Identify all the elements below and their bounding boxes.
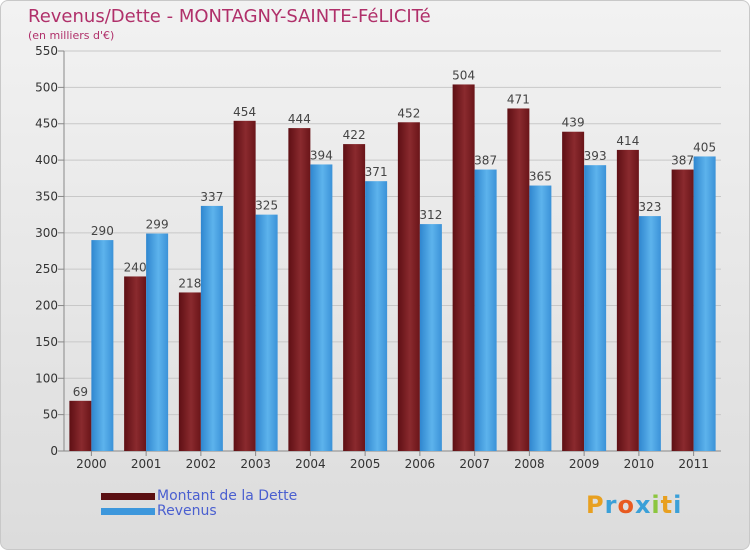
bar-debt-2008 xyxy=(507,108,530,452)
y-tick-label: 350 xyxy=(35,189,58,203)
bar-revenue-2008 xyxy=(529,185,552,451)
data-label-debt-2003: 454 xyxy=(233,105,256,119)
bar-revenue-2002 xyxy=(200,205,223,451)
data-label-debt-2010: 414 xyxy=(616,134,639,148)
data-label-debt-2011: 387 xyxy=(671,154,694,168)
data-label-revenue-2000: 290 xyxy=(91,224,114,238)
chart-title: Revenus/Dette - MONTAGNY-SAINTE-FéLICITé xyxy=(28,6,431,27)
data-label-revenue-2007: 387 xyxy=(474,154,497,168)
bar-debt-2004 xyxy=(288,128,311,451)
bar-revenue-2006 xyxy=(419,224,442,451)
x-tick-label-2007: 2007 xyxy=(459,457,490,471)
legend-item-revenue: Revenus xyxy=(101,503,217,519)
data-label-revenue-2003: 325 xyxy=(255,199,278,213)
x-tick-label-2000: 2000 xyxy=(76,457,107,471)
data-label-debt-2009: 439 xyxy=(562,116,585,130)
data-label-revenue-2002: 337 xyxy=(200,190,223,204)
bar-debt-2007 xyxy=(452,84,475,452)
x-tick-label-2005: 2005 xyxy=(350,457,381,471)
legend-label-debt: Montant de la Dette xyxy=(157,488,298,504)
data-label-debt-2001: 240 xyxy=(124,260,147,274)
data-label-debt-2008: 471 xyxy=(507,92,530,106)
bar-revenue-2007 xyxy=(474,169,497,451)
x-tick-label-2008: 2008 xyxy=(514,457,545,471)
data-label-revenue-2006: 312 xyxy=(419,208,442,222)
bar-debt-2011 xyxy=(671,169,694,451)
x-tick-label-2010: 2010 xyxy=(624,457,655,471)
y-tick-label: 50 xyxy=(43,408,58,422)
data-label-debt-2000: 69 xyxy=(73,385,88,399)
x-tick-label-2011: 2011 xyxy=(678,457,709,471)
logo-letter: x xyxy=(634,491,652,519)
bar-revenue-2000 xyxy=(91,240,114,451)
bar-revenue-2001 xyxy=(146,233,169,451)
y-tick-label: 150 xyxy=(35,335,58,349)
data-label-debt-2006: 452 xyxy=(397,106,420,120)
logo-letter: r xyxy=(604,491,618,519)
y-tick-label: 200 xyxy=(35,299,58,313)
data-label-revenue-2009: 393 xyxy=(584,149,607,163)
logo-letter: o xyxy=(617,491,635,519)
legend-item-debt: Montant de la Dette xyxy=(101,488,297,504)
bar-debt-2002 xyxy=(178,292,201,451)
x-tick-label-2001: 2001 xyxy=(131,457,162,471)
data-label-debt-2005: 422 xyxy=(343,128,366,142)
logo-letter: i xyxy=(651,491,661,519)
x-tick-label-2004: 2004 xyxy=(295,457,326,471)
data-label-revenue-2010: 323 xyxy=(638,200,661,214)
data-label-revenue-2008: 365 xyxy=(529,170,552,184)
data-label-revenue-2004: 394 xyxy=(310,148,333,162)
bar-debt-2009 xyxy=(562,131,585,451)
bar-debt-2005 xyxy=(343,144,366,451)
data-label-debt-2007: 504 xyxy=(452,68,475,82)
logo-letter: P xyxy=(586,491,605,519)
data-label-revenue-2011: 405 xyxy=(693,140,716,154)
data-label-debt-2004: 444 xyxy=(288,112,311,126)
bar-revenue-2003 xyxy=(255,214,278,451)
y-tick-label: 500 xyxy=(35,80,58,94)
bar-revenue-2005 xyxy=(365,181,388,451)
legend-swatch-debt xyxy=(101,492,155,500)
bar-debt-2010 xyxy=(616,149,639,451)
y-tick-label: 250 xyxy=(35,262,58,276)
bar-revenue-2011 xyxy=(693,156,716,452)
x-tick-label-2003: 2003 xyxy=(240,457,271,471)
y-tick-label: 0 xyxy=(50,444,58,458)
bar-revenue-2004 xyxy=(310,164,333,452)
chart-subtitle: (en milliers d'€) xyxy=(28,29,115,42)
data-label-revenue-2005: 371 xyxy=(365,165,388,179)
y-tick-label: 100 xyxy=(35,371,58,385)
legend-swatch-revenue xyxy=(101,507,155,515)
y-tick-label: 400 xyxy=(35,153,58,167)
y-tick-label: 300 xyxy=(35,226,58,240)
y-tick-label: 550 xyxy=(35,44,58,58)
bar-debt-2001 xyxy=(124,276,147,451)
data-label-revenue-2001: 299 xyxy=(146,218,169,232)
bar-revenue-2010 xyxy=(638,216,661,451)
bar-debt-2006 xyxy=(397,122,420,451)
legend-label-revenue: Revenus xyxy=(157,503,217,519)
data-label-debt-2002: 218 xyxy=(178,276,201,290)
logo-letter: t xyxy=(660,491,674,519)
bar-debt-2003 xyxy=(233,120,256,452)
bar-debt-2000 xyxy=(69,400,92,451)
x-tick-label-2002: 2002 xyxy=(186,457,217,471)
x-tick-label-2009: 2009 xyxy=(569,457,600,471)
logo-letter: i xyxy=(673,491,683,519)
bar-revenue-2009 xyxy=(584,165,607,451)
proxiti-logo: Proxiti xyxy=(586,491,682,519)
x-tick-label-2006: 2006 xyxy=(405,457,436,471)
y-tick-label: 450 xyxy=(35,117,58,131)
